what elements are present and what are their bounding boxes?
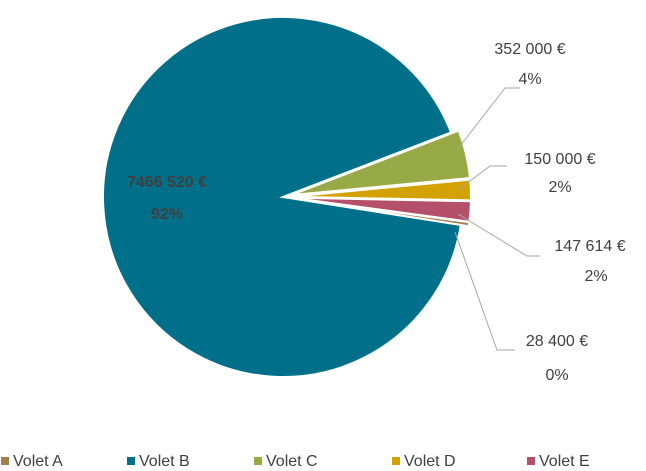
percent-label: 0% <box>545 367 568 384</box>
legend-label: Volet B <box>139 453 190 470</box>
data-label: 150 000 € <box>524 151 595 168</box>
data-label: 7466 520 € <box>127 174 207 191</box>
legend-swatch <box>127 457 135 465</box>
data-label: 352 000 € <box>494 41 565 58</box>
percent-label: 2% <box>584 268 607 285</box>
data-label: 147 614 € <box>554 238 625 255</box>
legend-label: Volet D <box>404 453 456 470</box>
data-label: 28 400 € <box>526 333 588 350</box>
leader-line <box>457 165 507 191</box>
legend-swatch <box>392 457 400 465</box>
legend-swatch <box>254 457 262 465</box>
pie-slice <box>290 129 472 197</box>
pie-slice <box>290 196 472 223</box>
pie-slice <box>102 16 462 378</box>
legend-label: Volet A <box>13 453 63 470</box>
legend-swatch <box>1 457 9 465</box>
leader-line <box>457 213 540 257</box>
legend-swatch <box>527 457 535 465</box>
legend-label: Volet C <box>266 453 318 470</box>
percent-label: 92% <box>151 206 183 223</box>
percent-label: 2% <box>548 179 571 196</box>
leader-line <box>456 87 520 151</box>
percent-label: 4% <box>518 71 541 88</box>
leader-line <box>454 231 515 351</box>
legend-label: Volet E <box>539 453 590 470</box>
